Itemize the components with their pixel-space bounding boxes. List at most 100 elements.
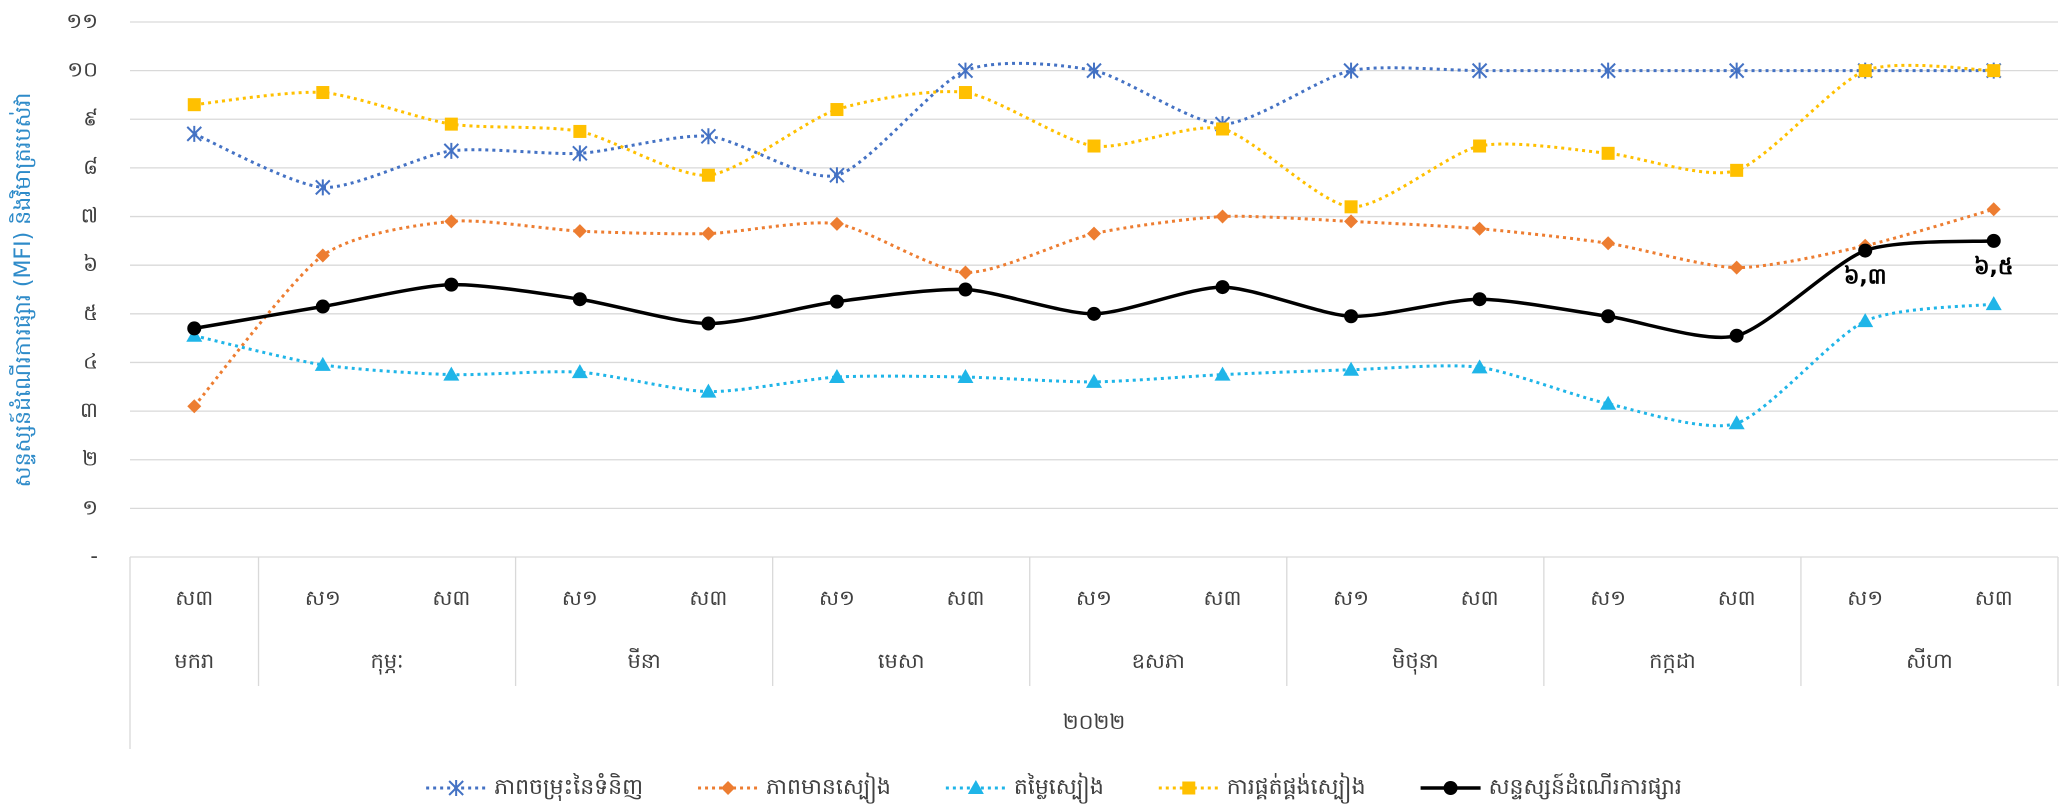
marker <box>700 383 717 398</box>
y-tick-label: ១០ <box>67 58 98 82</box>
series-line <box>193 239 1994 340</box>
y-tick-label: ៣ <box>80 398 98 422</box>
legend-label: ភាពចម្រុះនៃទំនិញ <box>494 773 643 801</box>
x-tick-label: ស១ <box>1076 586 1112 610</box>
marker <box>1600 395 1617 410</box>
legend-marker <box>967 780 984 794</box>
y-tick-label: ២ <box>82 447 98 471</box>
x-tick-label: ស៣ <box>1975 586 2013 610</box>
marker <box>1987 64 2001 78</box>
marker <box>572 224 587 239</box>
marker <box>444 117 458 131</box>
x-tick-label: ស៣ <box>1718 586 1756 610</box>
legend-label: តម្លៃស្បៀង <box>1014 772 1104 804</box>
group-label: មេសា <box>878 649 925 673</box>
marker <box>828 369 845 384</box>
marker <box>1216 122 1230 136</box>
marker <box>1858 243 1873 258</box>
marker <box>315 299 330 314</box>
marker <box>1986 202 2001 217</box>
marker <box>186 125 202 142</box>
group-label: កុម្ភៈ <box>371 649 404 675</box>
marker <box>701 226 716 241</box>
x-tick-label: ស៣ <box>175 586 213 610</box>
y-tick-label: ១ <box>82 495 98 519</box>
marker <box>1215 280 1230 295</box>
y-tick-label: ៦ <box>83 252 98 276</box>
legend-marker <box>448 780 464 796</box>
marker <box>572 145 588 162</box>
x-tick-label: ស១ <box>1847 586 1883 610</box>
legend-label: ការផ្គត់ផ្គង់ស្បៀង <box>1227 772 1366 804</box>
marker <box>316 86 330 100</box>
marker <box>1986 233 2001 248</box>
series-line <box>193 302 1994 428</box>
x-tick-label: ស១ <box>1333 586 1369 610</box>
marker <box>700 128 717 145</box>
x-tick-label: ស១ <box>562 586 598 610</box>
legend-marker <box>1443 781 1458 795</box>
marker <box>1087 306 1101 321</box>
marker <box>1857 313 1874 328</box>
marker <box>1729 328 1744 343</box>
marker <box>187 321 202 336</box>
marker <box>187 399 202 414</box>
group-label: មីនា <box>627 648 660 673</box>
marker <box>829 216 844 231</box>
marker <box>444 214 459 229</box>
x-tick-label: ស១ <box>819 586 855 610</box>
marker <box>1344 214 1359 229</box>
marker <box>1985 296 2002 311</box>
group-label: សីហា <box>1906 648 1953 673</box>
marker <box>958 265 973 280</box>
group-label: មិថុនា <box>1392 648 1439 675</box>
y-tick-label: ៧ <box>81 204 98 228</box>
x-tick-label: ស៣ <box>689 586 727 610</box>
marker <box>1214 366 1231 381</box>
marker <box>1086 62 1102 79</box>
marker <box>829 167 845 184</box>
x-tick-label: ស១ <box>305 586 341 610</box>
marker <box>958 282 973 297</box>
group-label: មករា <box>174 649 214 673</box>
marker <box>1472 221 1487 236</box>
marker <box>958 86 972 100</box>
series-line <box>194 63 1994 209</box>
x-tick-label: ស១ <box>1590 586 1626 610</box>
data-label: ៦,៥ <box>1974 255 2014 280</box>
y-axis-title: សន្ទស្សន៍ដំណើរការផ្សារ (MFI) និងវិមាត្ររ… <box>9 93 36 488</box>
marker <box>314 356 331 371</box>
marker <box>1086 373 1102 388</box>
marker <box>701 316 716 331</box>
marker <box>957 369 974 384</box>
y-tick-label: ១១ <box>66 9 98 33</box>
marker <box>187 98 201 112</box>
marker <box>1344 200 1358 214</box>
x-tick-label: ស៣ <box>1204 586 1242 610</box>
marker <box>829 294 844 309</box>
marker <box>571 364 588 379</box>
marker <box>1472 292 1487 307</box>
marker <box>444 277 459 292</box>
marker <box>1858 64 1872 78</box>
marker <box>573 124 587 138</box>
marker <box>1600 62 1616 79</box>
y-tick-label: ៤ <box>83 349 98 373</box>
marker <box>1729 260 1744 275</box>
y-tick-label: ៨ <box>83 155 98 179</box>
marker <box>1471 359 1488 374</box>
marker <box>1601 236 1616 251</box>
y-tick-label: - <box>90 544 98 568</box>
marker <box>1343 361 1360 376</box>
marker <box>1215 209 1230 224</box>
marker <box>957 62 974 79</box>
legend-marker <box>721 781 736 795</box>
legend-marker <box>1182 781 1196 795</box>
marker <box>1087 139 1101 153</box>
y-tick-label: ៩ <box>83 106 98 130</box>
y-tick-label: ៥ <box>83 301 98 325</box>
marker <box>1343 62 1359 79</box>
marker <box>701 168 715 182</box>
group-label: កក្កដា <box>1649 649 1696 674</box>
